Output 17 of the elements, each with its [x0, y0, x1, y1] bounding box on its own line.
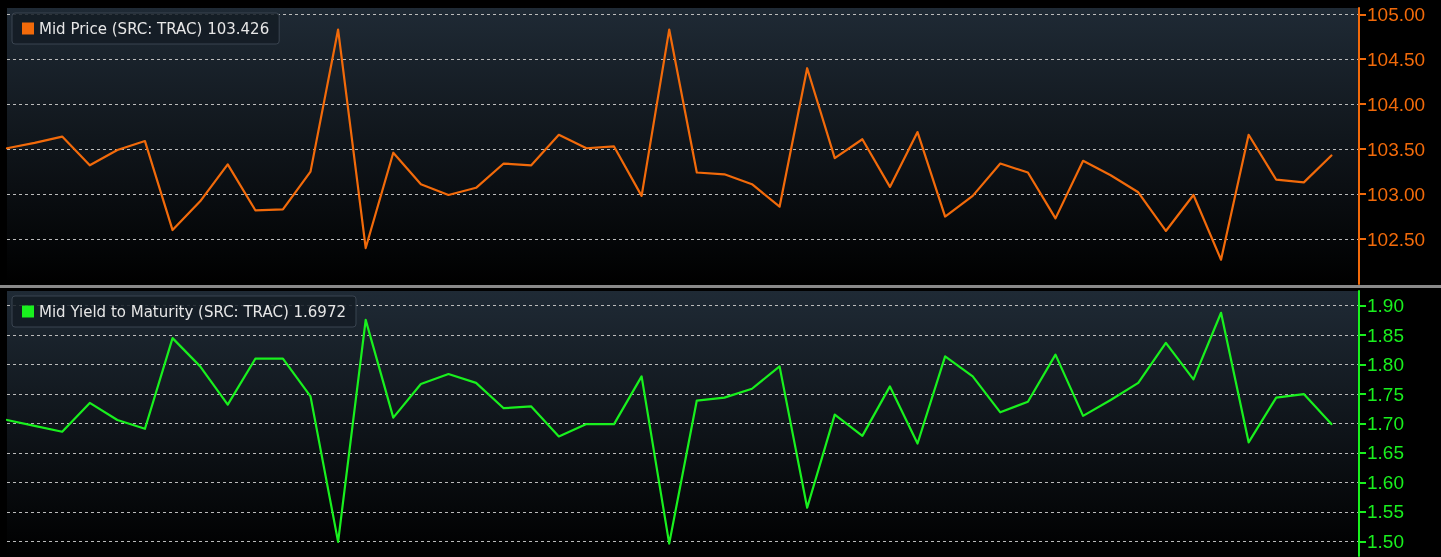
y-tick-label: 105.00 — [1367, 3, 1426, 25]
y-tick-label: 104.00 — [1367, 93, 1426, 115]
y-tick-label: 1.50 — [1367, 530, 1404, 552]
y-tick-label: 1.70 — [1367, 413, 1404, 434]
y-tick-label: 1.55 — [1367, 501, 1404, 523]
y-tick-label: 1.90 — [1367, 295, 1404, 317]
y-tick-label: 103.00 — [1367, 183, 1426, 205]
y-tick-label: 1.60 — [1367, 471, 1404, 493]
y-tick-label: 1.80 — [1367, 354, 1404, 376]
y-tick-label: 103.50 — [1367, 138, 1426, 160]
y-tick-label: 1.85 — [1367, 324, 1404, 346]
legend-label: Mid Yield to Maturity (SRC: TRAC) 1.6972 — [39, 302, 346, 321]
y-tick-label: 1.65 — [1367, 442, 1404, 464]
y-tick-label: 102.50 — [1367, 228, 1426, 250]
legend-label: Mid Price (SRC: TRAC) 103.426 — [39, 19, 270, 38]
y-tick-label: 1.75 — [1367, 383, 1404, 405]
y-tick-label: 104.50 — [1367, 48, 1426, 70]
